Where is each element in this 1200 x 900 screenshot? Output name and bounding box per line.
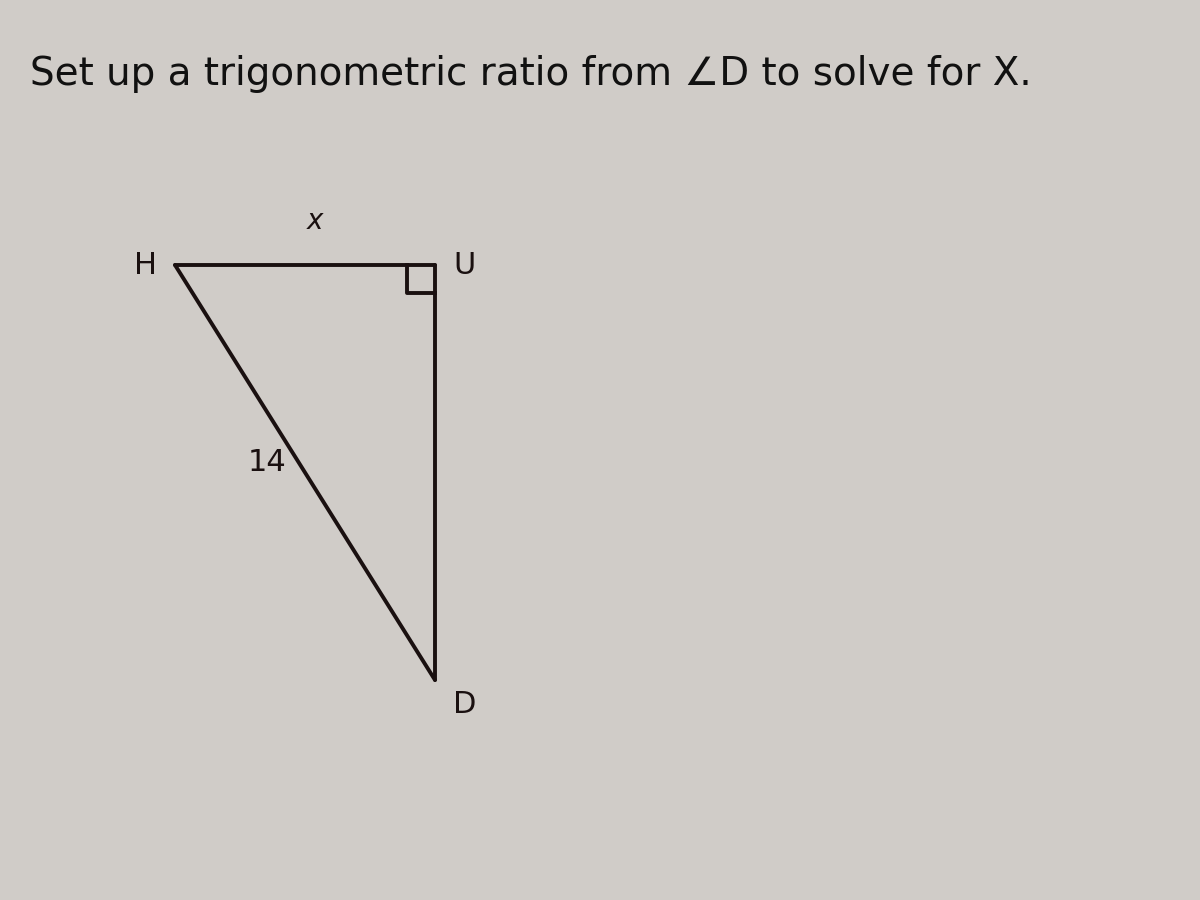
Text: Set up a trigonometric ratio from ∠D to solve for X.: Set up a trigonometric ratio from ∠D to … (30, 55, 1032, 93)
Text: 14: 14 (247, 448, 287, 477)
Text: U: U (454, 250, 475, 280)
Text: H: H (134, 250, 157, 280)
Text: D: D (454, 690, 476, 719)
Text: x: x (307, 207, 323, 235)
